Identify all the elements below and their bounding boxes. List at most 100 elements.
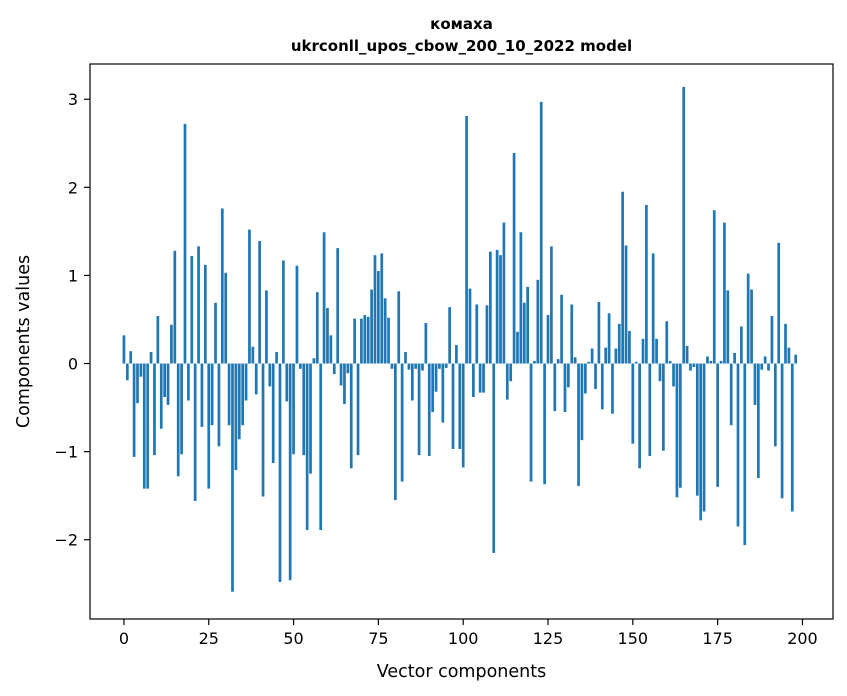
bar [125,363,129,381]
bar [434,363,438,392]
bar [268,363,272,387]
bar [522,302,526,364]
bar [665,321,669,364]
bar [488,251,492,364]
bar [472,363,475,397]
bar [682,86,686,364]
bar [757,363,760,479]
bar [668,360,672,364]
bar [658,363,662,382]
bar [448,307,451,364]
bar [410,363,414,401]
bar [458,363,462,449]
x-tick-label: 100 [448,629,479,648]
bar [397,291,401,364]
bar [662,363,665,451]
bar [377,271,380,364]
bar [305,363,309,531]
bar [183,123,187,364]
bar [282,260,285,364]
bar [322,232,326,364]
bar [465,115,468,364]
bar [638,363,641,469]
bar [231,363,234,592]
bar [780,363,784,499]
bar [655,338,658,364]
bar [400,363,404,482]
bar [519,232,523,364]
bar [156,315,160,364]
bar [678,363,682,488]
bar [166,363,170,405]
x-tick-label: 25 [199,629,219,648]
bar [604,347,608,364]
bar [770,315,774,364]
bar [197,246,200,364]
bar [784,323,787,364]
y-tick-label: 3 [68,90,78,109]
bar [509,363,513,382]
bar [302,363,306,456]
bar [468,288,472,364]
bar [349,363,353,469]
bar [176,363,180,477]
bar [543,363,546,485]
bar [546,315,550,364]
y-tick-label: −1 [54,443,78,462]
bar [248,229,251,364]
bar [743,363,747,545]
bar [634,361,638,364]
bar [563,363,567,412]
bar [139,363,143,377]
bar [254,363,258,395]
bar [339,363,343,386]
bar [292,363,295,455]
bar [461,363,465,468]
bar [343,363,346,405]
x-tick-label: 75 [368,629,388,648]
bar [692,363,696,368]
bar [505,363,509,400]
bar [651,253,655,364]
bar [529,363,533,482]
bar [719,360,723,364]
bar [336,248,340,364]
bar [363,315,367,364]
y-tick-label: 0 [68,355,78,374]
bar [570,304,574,364]
bar [298,363,302,369]
bar [716,363,719,487]
bar [224,272,228,364]
bar [346,363,350,374]
bar [502,222,506,364]
bar [319,363,323,531]
bar [424,323,428,364]
bar [577,363,580,486]
bar [315,292,319,364]
bar [390,363,394,369]
bar [733,352,736,364]
bar [244,363,248,401]
chart-subtitle: ukrconll_upos_cbow_200_10_2022 model [291,37,632,55]
bar [794,354,798,364]
bar [234,363,238,471]
bar [129,351,133,364]
bar [404,352,407,364]
bar [750,289,753,364]
bar [217,363,221,447]
bar [600,363,604,410]
bar [777,242,781,364]
bar [200,363,204,427]
bar [393,363,397,501]
bar [356,363,360,456]
bar [251,346,255,364]
x-tick-label: 150 [618,629,649,648]
bar [427,363,431,457]
y-axis-label: Components values [14,255,34,428]
bar [706,356,709,364]
x-tick-label: 125 [533,629,564,648]
bar [312,358,316,364]
bar [621,191,625,364]
bar [485,305,489,364]
bar [495,249,499,364]
